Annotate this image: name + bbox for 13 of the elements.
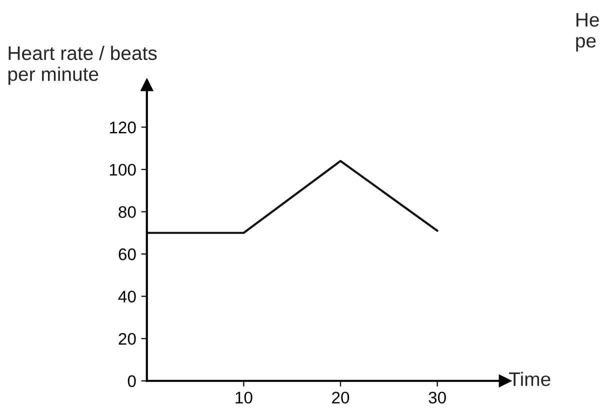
text: He pe	[576, 13, 599, 52]
y-tick-label: 0	[128, 375, 136, 388]
y-tick-label: 60	[118, 248, 136, 260]
x-tick-label: 20	[332, 392, 350, 404]
y-axis-title: Heart rate / beats per minute	[8, 46, 157, 85]
y-tick-label: 20	[118, 332, 136, 345]
y-tick-label: 120	[110, 122, 136, 134]
x-tick-label: 10	[236, 392, 252, 404]
x-tick-label: 30	[428, 392, 446, 404]
y-tick-label: 100	[110, 164, 136, 176]
x-axis-title: Time	[509, 372, 550, 386]
y-tick-label: 80	[118, 206, 136, 218]
y-tick-label: 40	[118, 290, 136, 303]
